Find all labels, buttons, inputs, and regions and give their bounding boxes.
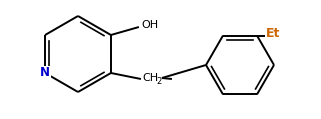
Text: OH: OH bbox=[141, 20, 158, 30]
Text: 2: 2 bbox=[156, 77, 161, 87]
Text: Et: Et bbox=[266, 27, 280, 40]
Text: N: N bbox=[40, 67, 50, 79]
Text: CH: CH bbox=[142, 73, 158, 83]
